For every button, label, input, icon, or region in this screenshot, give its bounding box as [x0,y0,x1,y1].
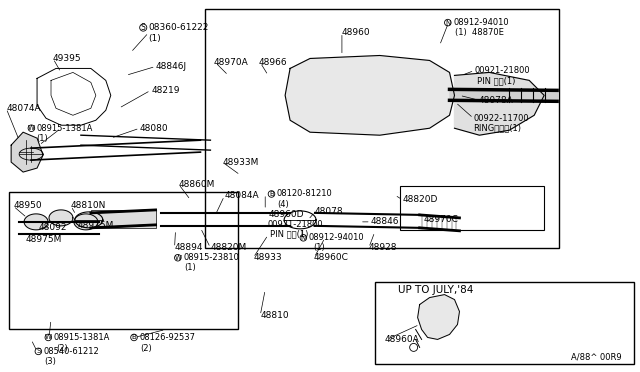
Text: 48960C: 48960C [314,253,349,262]
Text: 48933M: 48933M [222,158,259,167]
Text: 48960D: 48960D [268,211,304,219]
Text: 48966: 48966 [258,58,287,67]
Text: (3): (3) [44,357,56,366]
Text: 48975M: 48975M [25,235,61,244]
Text: 48975M: 48975M [78,221,115,230]
Text: 48078A: 48078A [479,96,513,105]
Text: (4): (4) [277,201,289,209]
Text: 00921-21800: 00921-21800 [267,220,323,230]
Text: 00921-21800: 00921-21800 [474,66,530,75]
Text: 08360-61222: 08360-61222 [148,23,209,32]
Polygon shape [49,210,73,226]
Text: 08915-1381A: 08915-1381A [54,333,110,342]
Text: (2): (2) [141,344,152,353]
Text: 08126-92537: 08126-92537 [140,333,195,342]
Text: 48219: 48219 [152,86,180,95]
Text: (2): (2) [56,344,68,353]
Polygon shape [11,132,43,172]
Text: PIN ピン(1): PIN ピン(1) [477,76,516,85]
Polygon shape [454,73,544,135]
Text: 48074A: 48074A [6,104,41,113]
Text: (1): (1) [36,134,48,143]
Text: 08120-81210: 08120-81210 [276,189,333,199]
Text: A/88^ 00R9: A/88^ 00R9 [571,353,621,362]
Text: W: W [28,125,35,131]
Polygon shape [418,295,460,339]
Text: 48894: 48894 [175,243,203,252]
Polygon shape [74,214,98,230]
Text: 48820M: 48820M [211,243,246,252]
Text: 49395: 49395 [53,54,82,63]
Bar [375,282,634,364]
Text: 48928: 48928 [369,243,397,252]
Text: 08912-94010: 08912-94010 [453,18,509,27]
Text: 48084A: 48084A [225,192,259,201]
Text: 48846J: 48846J [156,62,187,71]
Text: B: B [269,191,274,197]
Text: 48860M: 48860M [179,180,215,189]
Text: 48080: 48080 [140,124,168,133]
Text: B: B [132,334,136,340]
Text: UP TO JULY,'84: UP TO JULY,'84 [397,285,473,295]
Polygon shape [285,55,454,135]
Text: W: W [174,255,181,261]
Text: N: N [445,20,451,26]
Text: 48960: 48960 [342,28,371,37]
Text: 00922-11700: 00922-11700 [474,114,529,123]
Text: PIN ピン(1): PIN ピン(1) [270,229,308,238]
Text: 48810N: 48810N [71,201,106,211]
Text: 08915-1381A: 08915-1381A [36,124,93,133]
Text: RINGリング(1): RINGリング(1) [474,124,522,133]
Text: 48933: 48933 [253,253,282,262]
Text: (1)  48870E: (1) 48870E [456,28,504,37]
Text: 48950: 48950 [13,201,42,211]
Text: (1): (1) [313,243,324,252]
Text: 08912-94010: 08912-94010 [308,233,364,242]
Text: 48820D: 48820D [403,195,438,205]
Text: (1): (1) [148,34,161,43]
Text: 48092: 48092 [39,223,68,232]
Text: N: N [301,235,306,241]
Text: 48960A: 48960A [385,335,419,344]
Text: 48846: 48846 [371,217,399,227]
Bar [205,9,559,248]
Text: 48810: 48810 [260,311,289,320]
Text: 48970C: 48970C [424,215,458,224]
Text: 08915-23810: 08915-23810 [183,253,239,262]
Text: S: S [141,23,146,32]
Bar [9,192,238,330]
Text: 48970A: 48970A [213,58,248,67]
Text: 48078: 48078 [315,208,344,217]
Text: W: W [45,334,52,340]
Bar [91,210,156,228]
Bar [400,186,544,230]
Polygon shape [24,214,48,230]
Text: S: S [36,349,40,355]
Text: 08540-61212: 08540-61212 [44,347,99,356]
Text: (1): (1) [184,263,196,272]
